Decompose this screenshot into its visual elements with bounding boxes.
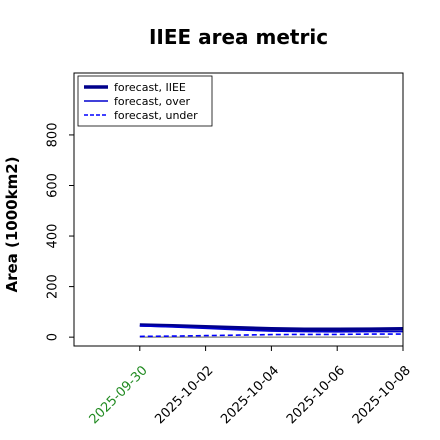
y-axis-label: Area (1000km2) (3, 156, 21, 292)
plot-area (139, 323, 404, 338)
plot-frame (73, 72, 404, 347)
y-tick-label: 0 (46, 333, 61, 341)
x-tick-label: 2025-10-06 (284, 363, 348, 427)
y-tick-label: 200 (46, 274, 61, 299)
legend-label: forecast, IIEE (114, 81, 186, 94)
x-tick-label: 2025-10-08 (350, 363, 414, 427)
legend-label: forecast, under (114, 109, 198, 122)
y-tick-label: 400 (46, 224, 61, 249)
y-tick-label: 600 (46, 173, 61, 198)
series-line-forecast-over (139, 325, 403, 333)
chart-title: IIEE area metric (149, 25, 328, 49)
x-tick-label: 2025-10-04 (218, 363, 282, 427)
x-tick-label: 2025-09-30 (87, 363, 151, 427)
x-tick-label: 2025-10-02 (152, 363, 216, 427)
series-line-forecast-iiee (139, 323, 404, 332)
series-line-forecast-under (139, 333, 403, 338)
legend-label: forecast, over (114, 95, 190, 108)
y-tick-label: 800 (46, 123, 61, 148)
